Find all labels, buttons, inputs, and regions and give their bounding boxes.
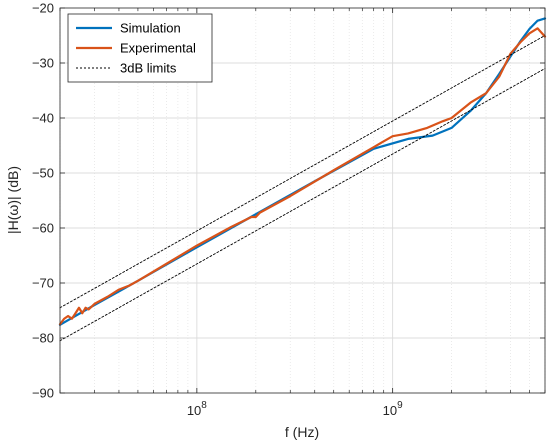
x-tick-label: 108 [187,400,207,418]
legend-entry-label: Simulation [120,21,181,36]
y-tick-label: −70 [32,276,54,291]
x-axis-label: f (Hz) [285,424,319,440]
legend: Simulation Experimental 3dB limits [67,13,213,83]
y-axis-label: |H(ω)| (dB) [5,166,21,234]
plot-frame [59,7,546,394]
y-tick-label: −30 [32,56,54,71]
y-tick-label: −80 [32,331,54,346]
y-tick-label: −50 [32,166,54,181]
series-simulation-line [58,17,547,326]
x-tick-label: 109 [383,400,403,418]
series-3db-limits-line [59,35,546,309]
series-3db-limit-lower-line [59,68,546,342]
ticks-layer [59,7,546,394]
y-tick-label: −20 [32,1,54,16]
legend-entry-label: 3dB limits [120,61,177,76]
tick-labels: 108 109 −90 −80 −70 −60 −50 −40 −30 −20 [32,1,403,419]
y-tick-label: −90 [32,386,54,401]
y-tick-label: −40 [32,111,54,126]
series-experimental-line [58,27,547,326]
legend-entry-label: Experimental [120,41,196,56]
y-tick-label: −60 [32,221,54,236]
series-layer [58,17,547,342]
